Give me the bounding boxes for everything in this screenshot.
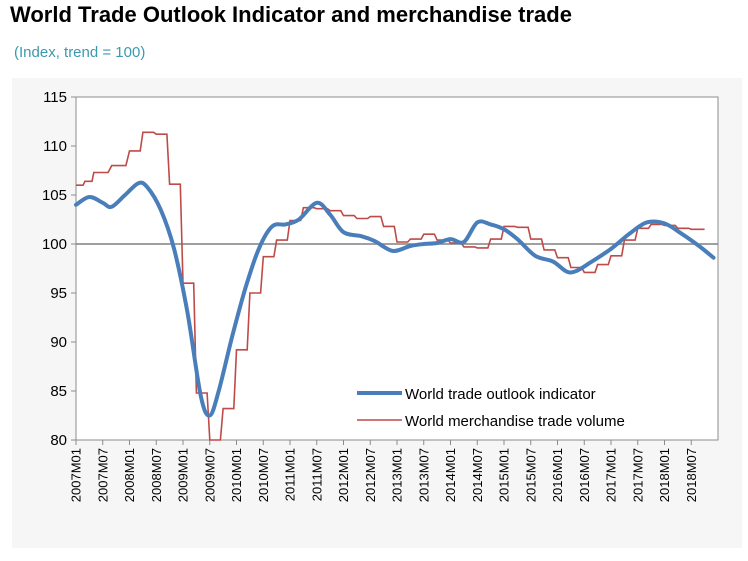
chart-title: World Trade Outlook Indicator and mercha… xyxy=(10,2,572,27)
x-tick-label: 2009M07 xyxy=(202,448,217,502)
y-tick-label: 100 xyxy=(42,236,67,253)
x-tick-label: 2008M01 xyxy=(122,448,137,502)
x-tick-label: 2014M01 xyxy=(443,448,458,502)
x-tick-label: 2007M01 xyxy=(69,448,84,502)
x-tick-label: 2013M07 xyxy=(416,448,431,502)
x-tick-label: 2010M01 xyxy=(229,448,244,502)
x-tick-label: 2018M01 xyxy=(657,448,672,502)
legend: World trade outlook indicator World merc… xyxy=(357,386,625,430)
y-tick-label: 110 xyxy=(43,138,67,155)
y-axis: 115 110 105 100 95 90 85 80 xyxy=(42,89,76,449)
x-tick-label: 2012M01 xyxy=(336,448,351,502)
y-tick-label: 90 xyxy=(50,334,67,351)
x-tick-label: 2011M01 xyxy=(283,448,298,501)
x-tick-label: 2012M07 xyxy=(363,448,378,502)
x-tick-label: 2016M01 xyxy=(550,448,565,502)
x-tick-label: 2018M07 xyxy=(684,448,699,502)
x-tick-label: 2010M07 xyxy=(256,448,271,502)
plot-area xyxy=(75,96,719,441)
y-tick-label: 105 xyxy=(42,187,67,204)
x-tick-label: 2014M07 xyxy=(470,448,485,502)
x-tick-label: 2017M01 xyxy=(604,448,619,502)
x-tick-label: 2015M01 xyxy=(497,448,512,502)
y-tick-label: 95 xyxy=(50,285,67,302)
y-tick-label: 115 xyxy=(43,89,67,106)
legend-label-indicator: World trade outlook indicator xyxy=(405,386,596,403)
x-tick-label: 2013M01 xyxy=(390,448,405,502)
x-tick-label: 2009M01 xyxy=(176,448,191,502)
series-line-world-merchandise-trade-volume xyxy=(76,131,705,441)
x-tick-label: 2011M07 xyxy=(309,448,324,501)
y-tick-label: 80 xyxy=(50,432,67,449)
x-tick-label: 2016M07 xyxy=(577,448,592,502)
chart-subtitle: (Index, trend = 100) xyxy=(14,44,146,61)
x-tick-label: 2017M07 xyxy=(630,448,645,502)
x-tick-label: 2015M07 xyxy=(523,448,538,502)
series-line-world-trade-outlook-indicator xyxy=(74,180,716,418)
legend-label-volume: World merchandise trade volume xyxy=(405,413,625,430)
x-axis: 2007M01 2007M07 2008M01 2008M07 2009M01 2009M… xyxy=(69,440,699,502)
x-tick-label: 2008M07 xyxy=(149,448,164,502)
y-tick-label: 85 xyxy=(50,383,67,400)
x-tick-label: 2007M07 xyxy=(95,448,110,502)
